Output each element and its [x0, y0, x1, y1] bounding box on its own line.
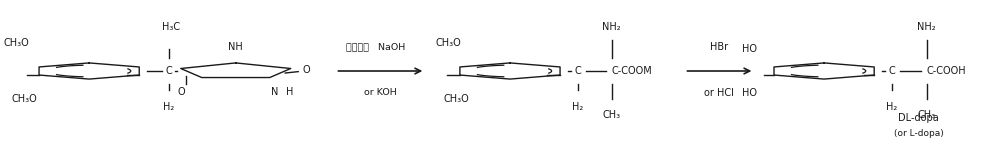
Text: NH₂: NH₂	[602, 22, 621, 32]
Text: C-COOH: C-COOH	[927, 66, 966, 76]
Text: N: N	[271, 87, 278, 97]
Text: H: H	[286, 87, 293, 97]
Text: CH₃O: CH₃O	[3, 38, 29, 48]
Text: CH₃O: CH₃O	[11, 94, 37, 104]
Text: H₃C: H₃C	[162, 22, 180, 32]
Text: CH₃O: CH₃O	[435, 38, 461, 48]
Text: (or L-dopa): (or L-dopa)	[894, 129, 944, 138]
Text: NH: NH	[228, 42, 243, 52]
Text: or KOH: or KOH	[364, 88, 397, 97]
Text: O: O	[177, 87, 185, 97]
Text: HBr: HBr	[710, 41, 728, 52]
Text: O: O	[302, 65, 310, 75]
Text: NH₂: NH₂	[917, 22, 936, 32]
Text: 微波辐射   NaOH: 微波辐射 NaOH	[346, 42, 405, 52]
Text: CH₃O: CH₃O	[443, 94, 469, 104]
Text: HO: HO	[742, 88, 757, 98]
Text: or HCl: or HCl	[704, 88, 734, 98]
Text: C: C	[574, 66, 581, 76]
Text: DL-dopa: DL-dopa	[898, 112, 939, 123]
Text: C: C	[166, 66, 172, 76]
Text: HO: HO	[742, 44, 757, 54]
Text: H₂: H₂	[163, 102, 175, 112]
Text: CH₃: CH₃	[603, 110, 621, 120]
Text: C-COOM: C-COOM	[612, 66, 652, 76]
Text: H₂: H₂	[572, 102, 583, 112]
Text: C: C	[889, 66, 895, 76]
Text: CH₃: CH₃	[918, 110, 936, 120]
Text: H₂: H₂	[886, 102, 898, 112]
